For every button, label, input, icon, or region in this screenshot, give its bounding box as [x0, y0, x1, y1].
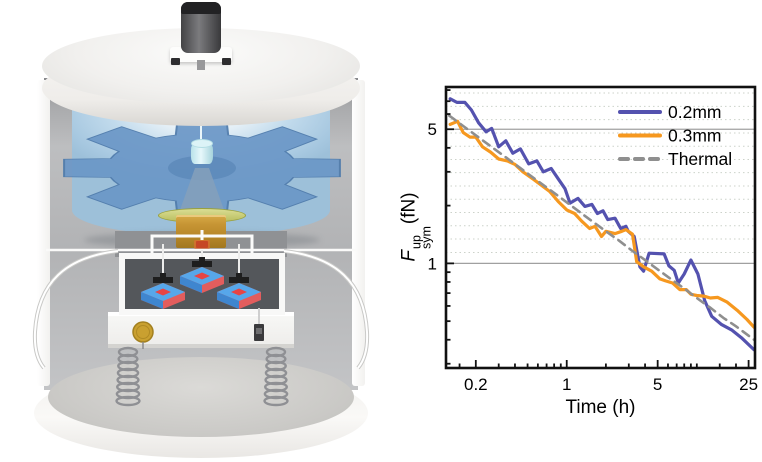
heater-element: [196, 241, 208, 248]
legend-label-0.2mm: 0.2mm: [668, 102, 721, 122]
x-axis-title: Time (h): [565, 397, 635, 418]
base-floor: [48, 357, 354, 437]
platform-shadow: [108, 344, 294, 348]
magnet-assembly-right: [217, 273, 261, 309]
y-tick-label: 1: [428, 254, 437, 273]
series-Thermal: [447, 114, 755, 342]
legend-label-0.3mm: 0.3mm: [668, 126, 721, 146]
spring-left: [115, 346, 141, 407]
motor-cap: [181, 2, 221, 14]
sensor-chip: [254, 308, 264, 341]
legend-label-Thermal: Thermal: [668, 149, 732, 169]
motor-foot-left: [171, 58, 180, 65]
y-axis-unit: (fN): [398, 192, 420, 225]
y-axis-sub: sym: [419, 226, 434, 249]
apparatus-illustration: [32, 2, 370, 458]
chart-canvas: 0.2 1 5 25 5 1 Time (h) 0.2mm 0.3mm Thermal: [428, 85, 758, 418]
suspension-yoke: [150, 230, 254, 254]
wire-right: [283, 249, 370, 370]
magnet-assembly-center: [180, 257, 224, 293]
x-tick-label: 0.2: [464, 375, 488, 394]
force-vs-time-chart: 0.2 1 5 25 5 1 Time (h) 0.2mm 0.3mm Thermal: [400, 0, 762, 462]
gold-coin-pad: [132, 321, 154, 349]
fiber-hub: [191, 143, 213, 164]
spring-right: [263, 346, 289, 407]
x-tick-label: 25: [739, 375, 758, 394]
fiber-hub-top: [191, 139, 213, 148]
y-axis-symbol: F: [398, 249, 420, 262]
wire-left: [32, 249, 119, 370]
axis-ticks: [446, 89, 750, 368]
apparatus-line-art: [32, 230, 370, 407]
legend: 0.2mm 0.3mm Thermal: [618, 102, 732, 169]
series-0.2mm: [448, 97, 755, 352]
gear-cone: [180, 168, 224, 210]
series-0.3mm: [448, 119, 755, 329]
motor-foot-right: [222, 58, 231, 65]
plot-frame: [444, 85, 757, 370]
x-tick-label: 5: [653, 375, 662, 394]
y-tick-label: 5: [428, 120, 437, 139]
x-tick-label: 1: [562, 375, 571, 394]
attractor-gear-layer: [63, 117, 341, 219]
motor-stem: [197, 60, 205, 70]
magnet-assembly-left: [141, 273, 185, 309]
